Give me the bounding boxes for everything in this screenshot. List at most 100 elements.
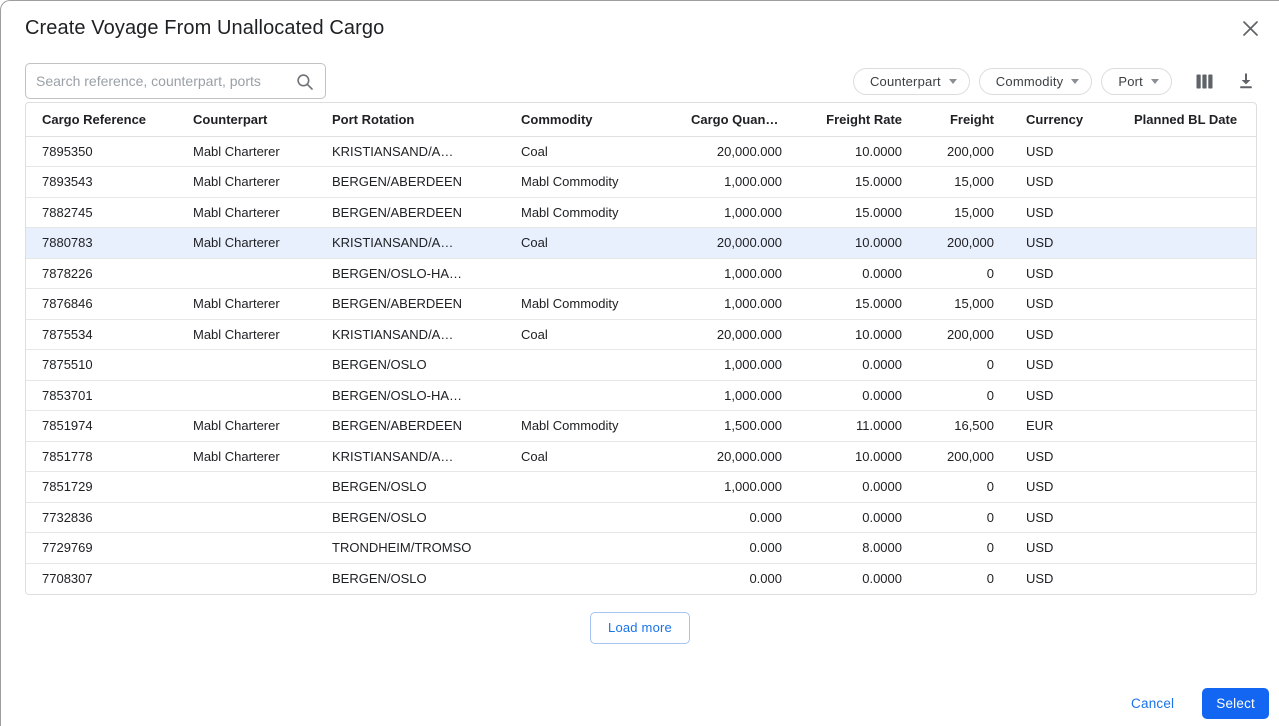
cell-commodity [505, 532, 691, 564]
cell-counterpart: Mabl Charterer [177, 136, 316, 167]
filter-chip-counterpart[interactable]: Counterpart [852, 67, 970, 95]
chevron-down-icon [1071, 78, 1080, 84]
table-body: 7895350 Mabl Charterer KRISTIANSAND/A… C… [26, 136, 1256, 594]
filter-chip-label: Port [1118, 73, 1143, 89]
cell-currency: USD [998, 197, 1132, 228]
column-settings-button[interactable] [1193, 70, 1216, 93]
table-row[interactable]: 7851974 Mabl Charterer BERGEN/ABERDEEN M… [26, 410, 1256, 442]
load-more-button[interactable]: Load more [590, 611, 690, 644]
cell-cargo-quantity: 1,000.000 [691, 380, 786, 411]
cell-freight-rate: 8.0000 [786, 532, 906, 564]
cell-cargo-reference: 7875510 [26, 349, 177, 381]
column-header-currency: Currency [998, 103, 1132, 137]
cell-planned-bl-date [1132, 380, 1256, 411]
table-row[interactable]: 7732836 BERGEN/OSLO 0.000 0.0000 0 USD [26, 502, 1256, 533]
table-row[interactable]: 7708307 BERGEN/OSLO 0.000 0.0000 0 USD [26, 563, 1256, 594]
cell-cargo-quantity: 1,000.000 [691, 288, 786, 320]
column-header-planned-bl-date: Planned BL Date [1132, 103, 1256, 137]
cell-cargo-quantity: 1,000.000 [691, 166, 786, 198]
cell-currency: USD [998, 380, 1132, 411]
unallocated-cargo-table: Cargo Reference Counterpart Port Rotatio… [25, 102, 1257, 595]
search-box [25, 63, 326, 99]
cell-currency: USD [998, 471, 1132, 503]
cell-port-rotation: BERGEN/OSLO [316, 471, 505, 503]
column-header-commodity: Commodity [505, 103, 691, 137]
cell-freight: 200,000 [906, 136, 998, 167]
cell-currency: USD [998, 441, 1132, 472]
select-button[interactable]: Select [1202, 688, 1269, 719]
view-columns-icon [1196, 74, 1213, 88]
table-row[interactable]: 7893543 Mabl Charterer BERGEN/ABERDEEN M… [26, 166, 1256, 198]
table-row[interactable]: 7853701 BERGEN/OSLO-HA… 1,000.000 0.0000… [26, 380, 1256, 411]
cell-commodity: Coal [505, 441, 691, 472]
cell-commodity: Mabl Commodity [505, 288, 691, 320]
cell-planned-bl-date [1132, 258, 1256, 289]
cell-cargo-quantity: 1,000.000 [691, 349, 786, 381]
cell-commodity: Coal [505, 227, 691, 259]
cell-counterpart: Mabl Charterer [177, 197, 316, 228]
cell-currency: USD [998, 349, 1132, 381]
search-input[interactable] [26, 64, 325, 98]
cell-cargo-reference: 7732836 [26, 502, 177, 533]
cell-port-rotation: BERGEN/OSLO [316, 349, 505, 381]
cell-freight: 200,000 [906, 227, 998, 259]
cell-freight: 0 [906, 471, 998, 503]
cell-cargo-reference: 7878226 [26, 258, 177, 289]
download-button[interactable] [1235, 70, 1257, 92]
cell-port-rotation: KRISTIANSAND/A… [316, 227, 505, 259]
cell-freight: 16,500 [906, 410, 998, 442]
cell-planned-bl-date [1132, 502, 1256, 533]
cell-cargo-reference: 7851729 [26, 471, 177, 503]
cell-commodity [505, 258, 691, 289]
cell-cargo-reference: 7893543 [26, 166, 177, 198]
cell-cargo-reference: 7851778 [26, 441, 177, 472]
close-button[interactable] [1240, 18, 1261, 39]
table-row[interactable]: 7878226 BERGEN/OSLO-HA… 1,000.000 0.0000… [26, 258, 1256, 289]
cell-commodity [505, 380, 691, 411]
cell-counterpart: Mabl Charterer [177, 227, 316, 259]
cell-counterpart [177, 532, 316, 564]
cell-cargo-quantity: 1,000.000 [691, 471, 786, 503]
table-row[interactable]: 7851729 BERGEN/OSLO 1,000.000 0.0000 0 U… [26, 471, 1256, 503]
cell-counterpart [177, 258, 316, 289]
cell-cargo-quantity: 20,000.000 [691, 441, 786, 472]
filter-chip-port[interactable]: Port [1101, 67, 1172, 95]
table-row[interactable]: 7880783 Mabl Charterer KRISTIANSAND/A… C… [26, 227, 1256, 259]
table-row[interactable]: 7876846 Mabl Charterer BERGEN/ABERDEEN M… [26, 288, 1256, 320]
table-row[interactable]: 7851778 Mabl Charterer KRISTIANSAND/A… C… [26, 441, 1256, 472]
chevron-down-icon [948, 78, 957, 84]
cell-planned-bl-date [1132, 532, 1256, 564]
table-row[interactable]: 7895350 Mabl Charterer KRISTIANSAND/A… C… [26, 136, 1256, 167]
table-row[interactable]: 7875534 Mabl Charterer KRISTIANSAND/A… C… [26, 319, 1256, 350]
cell-commodity: Mabl Commodity [505, 410, 691, 442]
cell-port-rotation: BERGEN/OSLO [332, 571, 427, 586]
column-header-freight: Freight [906, 103, 998, 137]
column-header-cargo-reference: Cargo Reference [26, 103, 177, 137]
cell-freight-rate: 10.0000 [786, 227, 906, 259]
filter-chip-commodity[interactable]: Commodity [978, 67, 1093, 95]
cell-freight: 0 [906, 502, 998, 533]
table-row[interactable]: 7875510 BERGEN/OSLO 1,000.000 0.0000 0 U… [26, 349, 1256, 381]
filter-chip-label: Commodity [995, 73, 1064, 89]
cell-port-rotation: BERGEN/OSLO-HA… [316, 258, 505, 289]
cell-currency: USD [998, 319, 1132, 350]
cell-counterpart [177, 563, 316, 594]
cell-commodity: Coal [505, 136, 691, 167]
cell-planned-bl-date [1132, 410, 1256, 442]
cell-cargo-quantity: 20,000.000 [691, 136, 786, 167]
table-row[interactable]: 7882745 Mabl Charterer BERGEN/ABERDEEN M… [26, 197, 1256, 228]
cancel-button[interactable]: Cancel [1129, 690, 1176, 717]
cell-freight: 0 [906, 349, 998, 381]
cell-freight-rate: 0.0000 [786, 502, 906, 533]
cell-counterpart [177, 349, 316, 381]
cell-planned-bl-date [1132, 166, 1256, 198]
cell-freight: 0 [906, 258, 998, 289]
table-row[interactable]: 7729769 TRONDHEIM/TROMSO 0.000 8.0000 0 … [26, 532, 1256, 564]
cell-freight-rate: 10.0000 [786, 136, 906, 167]
cell-counterpart [177, 471, 316, 503]
cell-currency: USD [998, 288, 1132, 320]
cell-counterpart [177, 502, 316, 533]
cell-cargo-quantity: 20,000.000 [691, 319, 786, 350]
cell-freight: 15,000 [906, 288, 998, 320]
cell-freight: 15,000 [906, 166, 998, 198]
